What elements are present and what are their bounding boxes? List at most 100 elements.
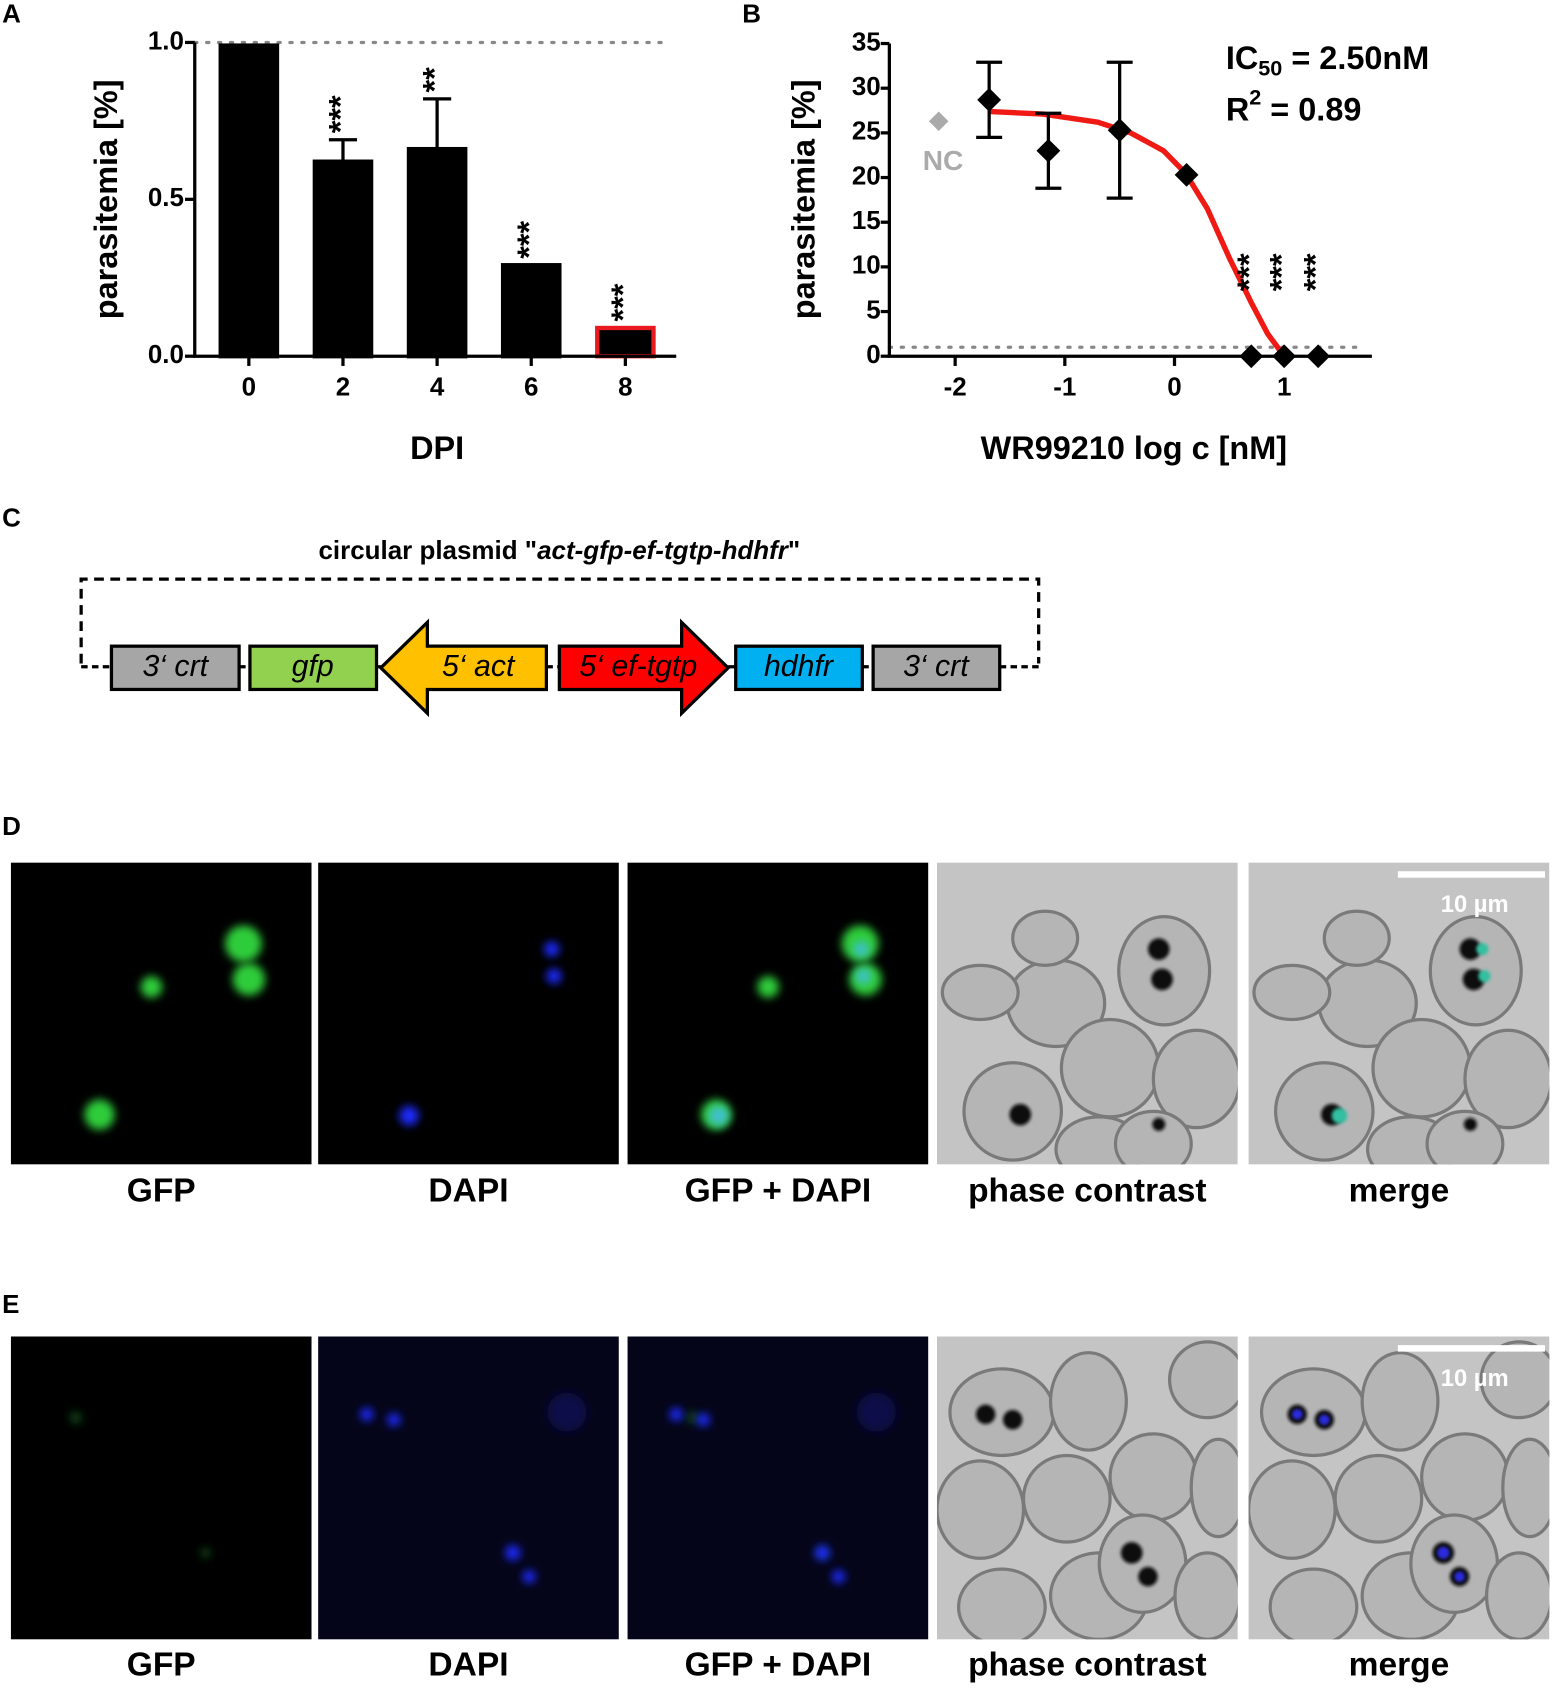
- dapi-signal: [544, 941, 560, 957]
- scale-bar-label: 10 µm: [1441, 1365, 1509, 1392]
- element-label: gfp: [292, 650, 334, 683]
- x-axis-label: WR99210 log c [nM]: [981, 430, 1287, 466]
- merge-signal: [1292, 1409, 1303, 1420]
- cell-outline: [1463, 1028, 1550, 1130]
- micrograph: [936, 862, 1238, 1165]
- merge-signal: [1437, 1546, 1450, 1559]
- gfp-signal: [225, 925, 262, 963]
- y-tick-label: 5: [866, 294, 880, 324]
- dapi-signal: [399, 1106, 419, 1126]
- fit-statistic: IC50 = 2.50nM: [1226, 39, 1429, 80]
- gfp-signal: [232, 963, 266, 996]
- caption: GFP + DAPI: [685, 1172, 872, 1209]
- image-background: [318, 862, 619, 1165]
- bar: [500, 263, 562, 359]
- y-axis-label: parasitemia [%]: [88, 79, 124, 319]
- image-background: [10, 862, 312, 1165]
- gfp-signal: [757, 976, 779, 998]
- cell-outline: [1371, 1017, 1472, 1119]
- crt-box: [109, 644, 241, 692]
- data-point: [1174, 162, 1199, 187]
- bar: [218, 43, 280, 359]
- dapi-signal: [832, 1570, 845, 1584]
- cell-outline: [1420, 1432, 1510, 1523]
- hdhfr-box: [734, 644, 864, 692]
- dapi-signal: [856, 1392, 896, 1432]
- data-point: [1036, 138, 1061, 163]
- cell-outline: [1252, 963, 1332, 1022]
- plasmid-title: circular plasmid "act-gfp-ef-tgtp-hdhfr": [319, 535, 801, 565]
- axes: [887, 43, 1372, 358]
- micrograph: [318, 1336, 619, 1640]
- dark-spot: [1152, 1117, 1166, 1131]
- fit-statistic: R2 = 0.89: [1226, 84, 1362, 127]
- caption: merge: [1349, 1646, 1450, 1683]
- cell-outline: [1425, 1109, 1505, 1165]
- panel-label: A: [2, 0, 21, 28]
- x-tick-label: 6: [524, 372, 538, 402]
- x-axis-label: DPI: [410, 430, 464, 466]
- fit-curve: [987, 108, 1287, 358]
- data-point: [1306, 344, 1331, 369]
- dapi-signal: [855, 968, 871, 984]
- panel-label: D: [2, 811, 21, 841]
- x-tick-label: 1: [1277, 372, 1291, 402]
- cell-outline: [1248, 1459, 1337, 1560]
- caption: DAPI: [428, 1646, 508, 1683]
- micrograph: [936, 1336, 1238, 1640]
- caption: GFP: [127, 1172, 196, 1209]
- microscopy-row-d: GFP DAPI GFP + DAPI phase contrast merge 10 µ…: [10, 862, 1550, 1209]
- y-tick-label: 20: [852, 160, 881, 190]
- dapi-signal: [360, 1407, 374, 1421]
- cell-outline: [1268, 1567, 1359, 1640]
- caption: merge: [1349, 1172, 1450, 1209]
- x-tick-label: 0: [1167, 372, 1181, 402]
- dapi-signal: [387, 1413, 401, 1427]
- dapi-signal: [669, 1407, 683, 1421]
- element-label: hdhfr: [764, 650, 835, 683]
- caption: phase contrast: [968, 1172, 1207, 1209]
- crt-box: [871, 644, 1002, 692]
- y-tick-label: 35: [852, 26, 881, 56]
- micrograph: [627, 1336, 929, 1640]
- cell-outline: [1151, 1028, 1238, 1130]
- panel-label: C: [2, 502, 21, 532]
- x-tick-label: 2: [336, 372, 350, 402]
- y-axis-label: parasitemia [%]: [786, 79, 822, 319]
- cell-outline: [940, 963, 1020, 1022]
- cell-outline: [948, 1367, 1056, 1458]
- cell-outline: [1167, 1340, 1238, 1420]
- element-label: 3‘ crt: [142, 650, 209, 683]
- ef-tgtp-arrow: [557, 618, 731, 718]
- cell-outline: [956, 1567, 1047, 1640]
- image-background: [318, 1336, 619, 1640]
- micrograph: [318, 862, 619, 1165]
- significance: ***: [1231, 253, 1267, 291]
- cell-outline: [936, 1459, 1026, 1560]
- dapi-signal: [814, 1545, 830, 1561]
- significance: ***: [605, 283, 641, 321]
- cell-outline: [1189, 1437, 1238, 1539]
- plasmid-diagram: circular plasmid "act-gfp-ef-tgtp-hdhfr"…: [79, 535, 1041, 718]
- micrograph: [10, 862, 312, 1165]
- cell-outline: [1011, 909, 1080, 967]
- element-label: 3‘ crt: [903, 650, 970, 683]
- cell-outline: [1097, 1513, 1188, 1614]
- y-tick-label: 0: [866, 339, 880, 369]
- merge-signal: [1476, 943, 1489, 956]
- dapi-signal: [853, 941, 869, 957]
- cell-outline: [1333, 1453, 1424, 1544]
- merge-signal: [1331, 1107, 1348, 1124]
- cell-outline: [1108, 1432, 1199, 1523]
- data-point: [1272, 344, 1297, 369]
- bar: [595, 325, 656, 359]
- x-tick-label: -1: [1053, 372, 1076, 402]
- gfp-signal: [140, 976, 163, 998]
- y-tick-label: 25: [852, 116, 881, 146]
- control-label: NC: [923, 145, 964, 176]
- gfp-box: [248, 644, 379, 692]
- dapi-signal: [696, 1413, 710, 1427]
- dapi-signal: [505, 1545, 521, 1561]
- caption: phase contrast: [968, 1646, 1207, 1683]
